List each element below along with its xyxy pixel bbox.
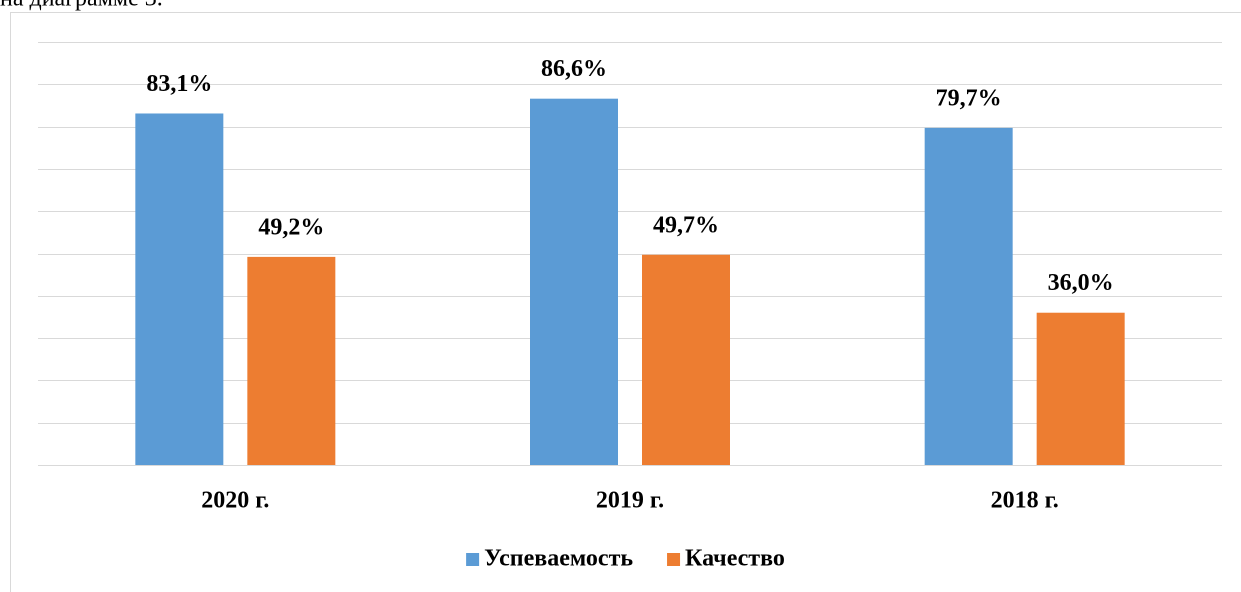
legend-swatch bbox=[466, 553, 480, 566]
legend-label: Качество bbox=[685, 546, 785, 572]
bar bbox=[135, 113, 224, 465]
x-tick-label: 2019 г. bbox=[596, 488, 664, 514]
bar bbox=[530, 98, 618, 465]
legend-label: Успеваемость bbox=[484, 546, 633, 572]
page-text: на диаграмме 3. bbox=[0, 0, 163, 12]
x-tick-label: 2018 г. bbox=[991, 488, 1059, 514]
bar bbox=[247, 256, 336, 465]
legend-swatch bbox=[667, 553, 681, 566]
bar bbox=[642, 254, 730, 465]
data-label: 79,7% bbox=[936, 85, 1002, 111]
data-label: 83,1% bbox=[146, 71, 212, 97]
data-label: 36,0% bbox=[1048, 270, 1114, 296]
x-tick-label: 2020 г. bbox=[201, 488, 269, 514]
data-label: 49,2% bbox=[258, 214, 324, 240]
data-label: 49,7% bbox=[653, 212, 719, 238]
bar bbox=[1036, 312, 1125, 465]
data-label: 86,6% bbox=[541, 56, 607, 82]
bar bbox=[924, 127, 1013, 465]
